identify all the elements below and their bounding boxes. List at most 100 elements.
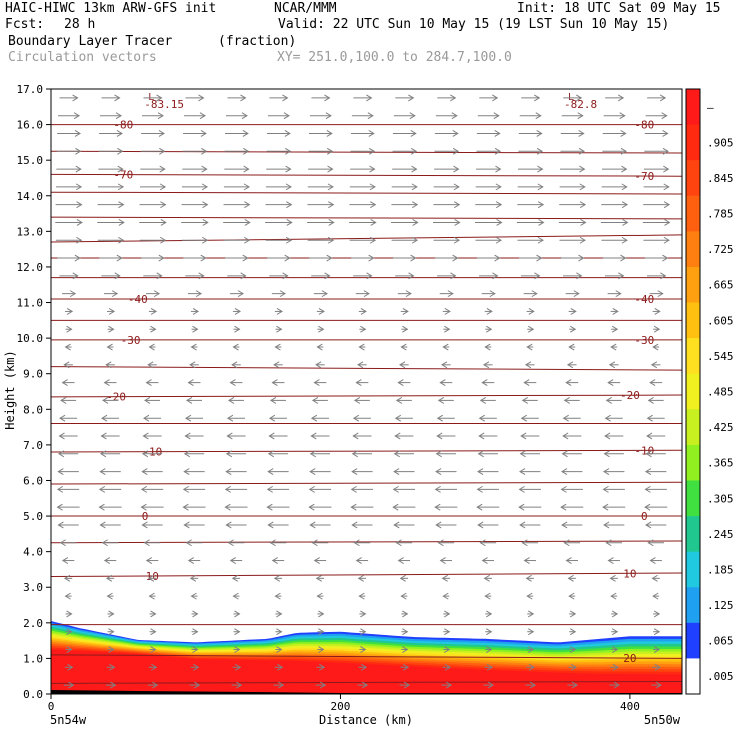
wind-vector: [523, 379, 537, 387]
wind-vector: [602, 503, 626, 511]
wind-vector: [652, 307, 661, 315]
minimum-value: -83.15: [144, 98, 184, 111]
wind-vector: [519, 112, 542, 120]
wind-vector: [479, 539, 497, 547]
wind-vector: [265, 219, 293, 226]
contour-label: 20: [623, 652, 636, 665]
wind-vector: [604, 432, 624, 440]
y-tick-label: 15.0: [17, 154, 44, 167]
wind-vector: [437, 94, 457, 102]
wind-vector: [97, 201, 125, 209]
wind-vector: [273, 361, 283, 369]
wind-vector: [269, 272, 289, 280]
wind-vector: [350, 165, 376, 173]
wind-vector: [353, 539, 371, 547]
wind-vector: [315, 681, 327, 689]
wind-vector: [189, 574, 199, 582]
wind-vector: [97, 236, 125, 244]
wind-vector: [433, 236, 461, 244]
wind-vector: [476, 485, 499, 493]
wind-vector: [435, 254, 459, 262]
terrain-profile: [51, 690, 682, 694]
wind-vector: [432, 219, 461, 226]
contour-line: [51, 366, 682, 371]
wind-vector: [645, 450, 666, 458]
wind-vector: [59, 414, 78, 422]
wind-vector: [231, 681, 243, 689]
wind-vector: [64, 592, 72, 600]
wind-vector: [311, 396, 328, 404]
wind-vector: [400, 343, 408, 351]
wind-vector: [350, 147, 376, 155]
wind-vector: [435, 450, 456, 458]
y-tick-label: 8.0: [23, 403, 43, 416]
wind-vector: [359, 325, 367, 333]
wind-vector: [65, 628, 73, 636]
wind-vector: [99, 450, 121, 458]
wind-vector: [392, 165, 418, 173]
wind-vector: [187, 290, 203, 298]
wind-vector: [516, 219, 545, 226]
wind-vector: [148, 592, 156, 600]
field-name: Boundary Layer Tracer: [8, 34, 173, 49]
colorbar-label: .365: [707, 457, 734, 470]
wind-vector: [439, 290, 454, 298]
wind-vector: [106, 592, 114, 600]
wind-vector: [644, 254, 669, 262]
wind-vector: [558, 219, 587, 226]
wind-vector: [267, 450, 289, 458]
wind-vector: [55, 236, 83, 244]
wind-vector: [484, 343, 492, 351]
colorbar-label: .425: [707, 421, 734, 434]
wind-vector: [353, 396, 370, 404]
wind-vector: [351, 254, 375, 262]
wind-vector: [265, 183, 292, 191]
wind-vector: [519, 521, 541, 529]
wind-vector: [442, 592, 450, 600]
colorbar-swatch: [686, 373, 700, 410]
wind-vector: [563, 539, 581, 547]
wind-vector: [58, 432, 78, 440]
wind-vector: [355, 290, 370, 298]
wind-vector: [351, 112, 374, 120]
wind-vector: [223, 183, 250, 191]
wind-vector: [391, 236, 419, 244]
wind-vector: [184, 414, 204, 422]
wind-vector: [476, 130, 501, 137]
wind-vector: [227, 539, 245, 547]
wind-vector: [101, 94, 121, 102]
wind-vector: [434, 147, 460, 155]
wind-vector: [609, 681, 620, 689]
wind-vector: [485, 646, 493, 653]
wind-vector: [517, 236, 544, 244]
wind-vector: [393, 521, 415, 529]
colorbar-label: .185: [707, 563, 734, 576]
wind-vector: [521, 272, 541, 280]
wind-vector: [401, 610, 409, 618]
y-tick-label: 6.0: [23, 474, 43, 487]
wind-vector: [610, 307, 619, 315]
wind-vector: [266, 485, 290, 493]
wind-vector: [392, 485, 416, 493]
wind-vector: [475, 236, 503, 244]
valid-time: Valid: 22 UTC Sun 10 May 15 (19 LST Sun …: [278, 17, 670, 32]
wind-vector: [106, 307, 116, 315]
wind-vector: [310, 432, 330, 440]
wind-vector: [148, 663, 158, 671]
wind-vector: [397, 557, 411, 564]
wind-vector: [275, 610, 283, 618]
wind-vector: [607, 290, 622, 298]
wind-vector: [643, 165, 670, 173]
wind-vector: [56, 147, 82, 155]
wind-vector: [313, 379, 327, 387]
wind-vector: [358, 663, 368, 671]
wind-vector: [184, 432, 204, 440]
y-tick-label: 17.0: [17, 83, 44, 96]
wind-vector: [646, 432, 666, 440]
wind-vector: [442, 307, 451, 315]
wind-vector: [313, 557, 327, 564]
wind-vector: [559, 236, 586, 244]
wind-vector: [273, 574, 283, 582]
wind-vector: [105, 681, 117, 689]
wind-vector: [477, 112, 500, 120]
